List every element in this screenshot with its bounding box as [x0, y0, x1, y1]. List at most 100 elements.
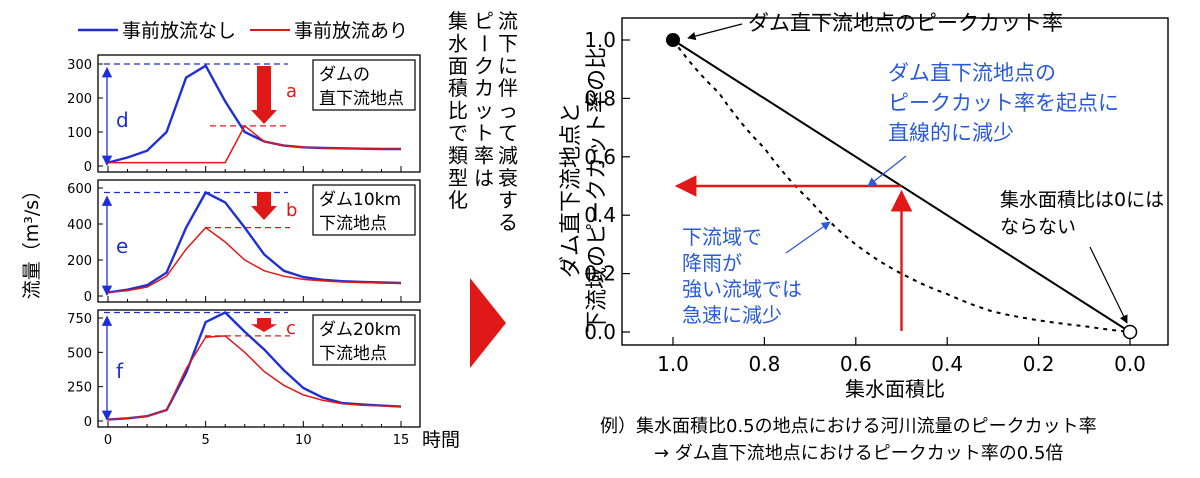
vertical-char: 類	[448, 143, 468, 167]
series-line-with-release	[107, 226, 402, 294]
location-label-line: ダム10km	[319, 190, 401, 210]
vertical-char: 集	[448, 9, 468, 33]
end-point-marker	[1122, 324, 1138, 340]
y-tick-label: 400	[67, 218, 92, 233]
x-tick-label: 0.6	[840, 352, 872, 376]
legend-label-no-release: 事前放流なし	[122, 20, 236, 42]
vertical-char: 積	[448, 76, 468, 100]
annotation-linear-line: ダム直下流地点の	[888, 61, 1056, 85]
annotation-dotted-line: 下流域で	[682, 225, 762, 249]
vertical-char: 型	[448, 166, 468, 190]
location-label-line: ダムの	[319, 65, 370, 85]
y-tick-label: 500	[67, 346, 92, 361]
annotation-pointer	[687, 23, 743, 41]
vertical-char: ク	[474, 54, 494, 78]
x-tick-label: 0.0	[1114, 352, 1146, 376]
y-tick-label: 0.4	[584, 203, 616, 227]
annotation-dotted-pointer	[785, 221, 831, 254]
vertical-char: 水	[448, 31, 468, 55]
hydrograph-panel: 0 200 400 600 e b ダム10km 下流地点	[67, 179, 421, 305]
y-axis-label-line: ダム直下流地点と	[559, 102, 584, 278]
vertical-char: っ	[498, 99, 518, 123]
ratio-chart: 0.0 0.2 0.4 0.6 0.8 1.0 1.0 0.8 0.6 0.4 0.2 0.0 集水面積…	[559, 11, 1169, 464]
y-tick-label: 0.0	[584, 320, 616, 344]
vertical-char: す	[498, 188, 518, 212]
flow-arrow-triangle	[470, 278, 506, 368]
hydrograph-panel: 0 250 500 750 f c ダム20km 下流地点	[67, 309, 421, 430]
peak-cut-letter: b	[286, 200, 297, 221]
vertical-char: 下	[498, 31, 518, 55]
vertical-char: 減	[498, 143, 518, 167]
peak-cut-arrow	[251, 66, 277, 124]
annotation-zero-line: 集水面積比は0には	[1000, 189, 1164, 211]
vertical-char: ト	[474, 121, 494, 145]
peak-cut-arrow	[251, 192, 277, 220]
y-tick-label: 200	[67, 254, 92, 269]
y-axis-label-line: 下流域のピークカット率の比	[585, 47, 610, 333]
vertical-char: ッ	[474, 99, 494, 123]
vertical-char: 面	[448, 54, 468, 78]
peak-cut-letter: a	[286, 81, 297, 102]
vertical-char: 化	[448, 188, 468, 212]
x-tick-label: 10	[295, 433, 312, 448]
x-axis-label: 集水面積比	[845, 377, 945, 401]
example-note-line: 例）集水面積比0.5の地点における河川流量のピークカット率	[600, 416, 1097, 437]
vertical-char: る	[498, 211, 518, 235]
panel-frame	[97, 179, 421, 303]
vertical-char: は	[474, 166, 494, 190]
location-label-line: ダム20km	[319, 320, 401, 340]
example-note-line: → ダム直下流地点におけるピークカット率の0.5倍	[654, 443, 1063, 464]
legend-label-with-release: 事前放流あり	[294, 20, 408, 42]
vertical-char: 伴	[498, 76, 518, 100]
peak-cut-letter: c	[286, 318, 296, 339]
vertical-char: に	[498, 54, 518, 78]
peak-cut-arrow	[251, 318, 277, 332]
x-tick-label: 0.2	[1023, 352, 1055, 376]
y-tick-label: 0	[84, 415, 92, 430]
y-tick-label: 600	[67, 182, 92, 197]
vertical-char: 流	[498, 9, 518, 33]
x-tick-label: 0.8	[748, 352, 780, 376]
location-box	[312, 314, 416, 366]
annotation-linear-pointer	[867, 155, 907, 187]
y-tick-label: 0.2	[584, 262, 616, 286]
vertical-char: て	[498, 121, 518, 145]
range-letter: e	[116, 234, 128, 258]
y-tick-label: 300	[67, 58, 92, 73]
y-tick-label: 1.0	[584, 28, 616, 52]
location-box	[312, 59, 416, 111]
panel-frame	[97, 309, 421, 428]
location-label-line: 下流地点	[319, 214, 387, 234]
vertical-char: ピ	[474, 9, 494, 33]
left-x-axis-label: 時間	[422, 429, 460, 451]
annotation-zero-line: ならない	[1000, 216, 1076, 238]
annotation-zero-pointer	[1089, 246, 1128, 324]
range-letter: d	[116, 108, 129, 132]
vertical-char: 比	[448, 99, 468, 123]
annotation-dotted-line: 降雨が	[682, 251, 742, 275]
annotation-dotted-line: 急速に減少	[682, 303, 782, 327]
start-point-marker	[666, 33, 680, 47]
y-tick-label: 0	[84, 160, 92, 175]
x-tick-label: 1.0	[657, 352, 689, 376]
x-tick-label: 0	[104, 433, 112, 448]
y-tick-label: 750	[67, 312, 92, 327]
vertical-char: カ	[474, 76, 494, 100]
series-line-with-release	[107, 335, 402, 421]
rapid-decrease-dotted-curve	[672, 39, 1131, 333]
location-label-line: 直下流地点	[319, 89, 404, 109]
series-line-with-release	[108, 124, 401, 164]
vertical-char: 衰	[498, 166, 518, 190]
plot-frame	[621, 17, 1169, 346]
y-tick-label: 100	[67, 126, 92, 141]
vertical-char: 率	[474, 143, 494, 167]
left-y-axis-label: 流量（m³/s）	[21, 181, 43, 299]
annotation-dotted-line: 強い流域では	[682, 277, 802, 301]
